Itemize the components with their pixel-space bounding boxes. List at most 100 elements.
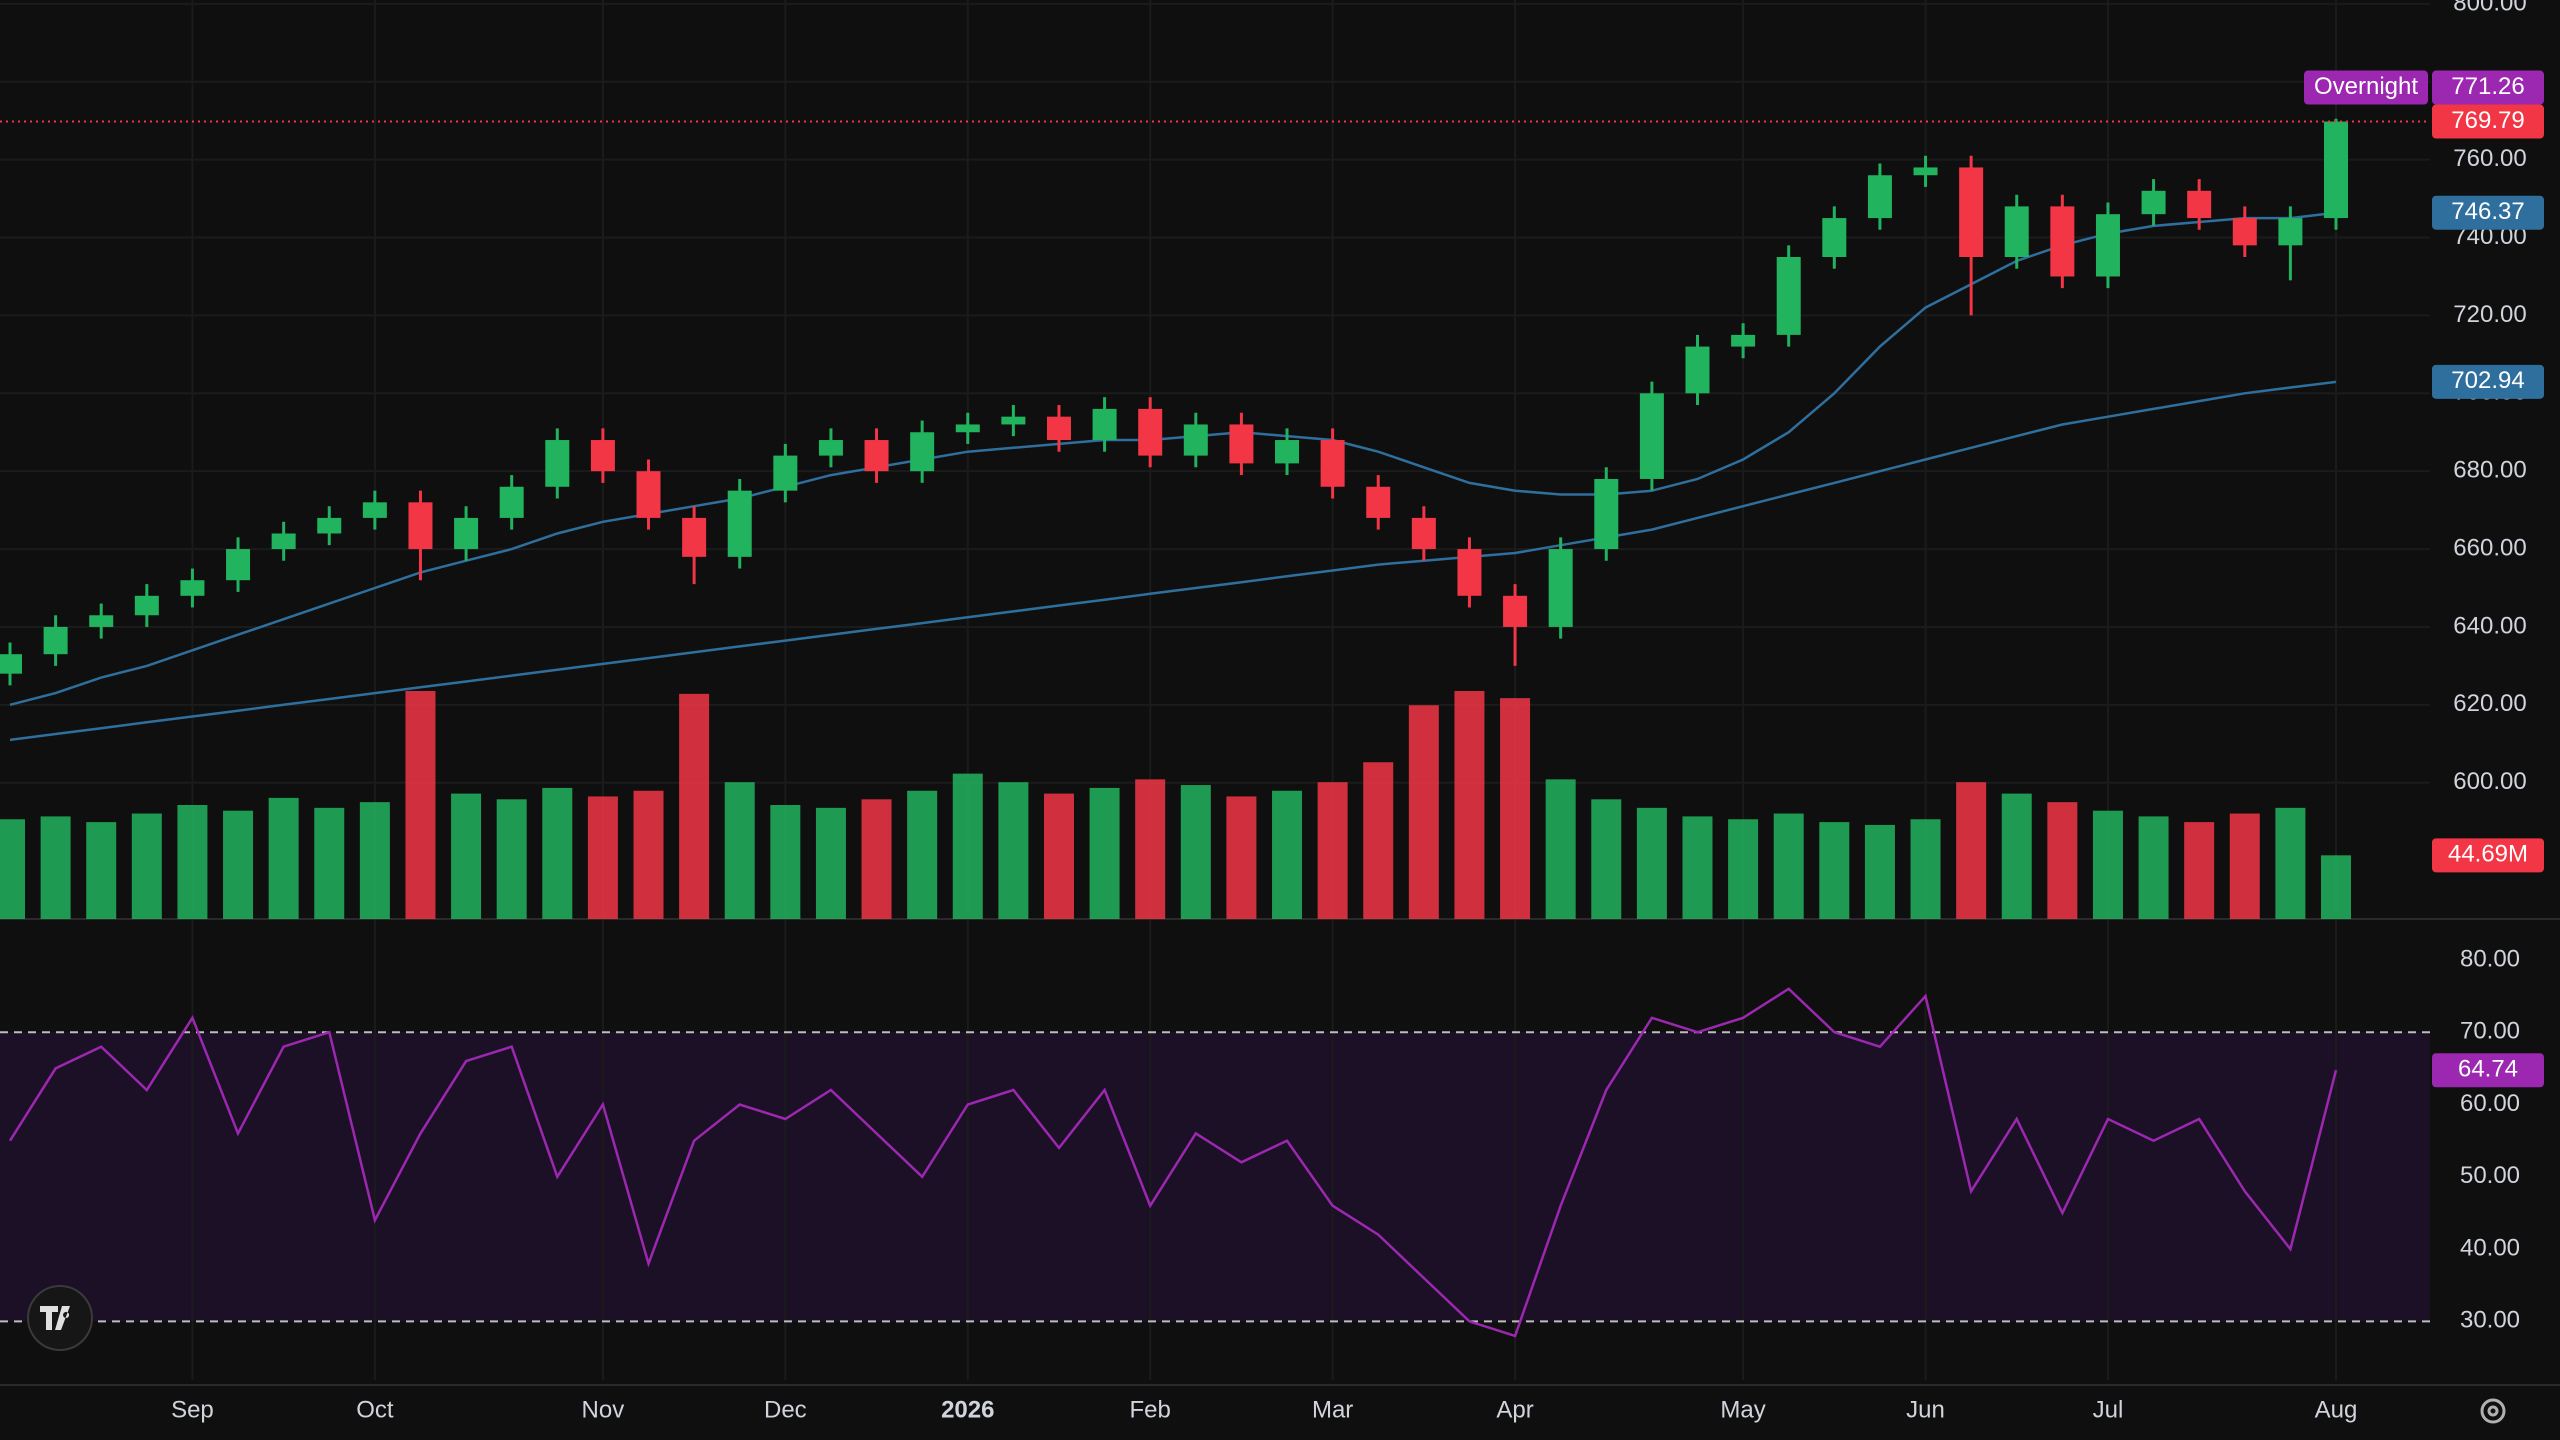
y-tick-label: 600.00 <box>2453 768 2526 795</box>
volume-bar <box>0 819 25 919</box>
y-tick-label: 620.00 <box>2453 690 2526 717</box>
x-tick-label: Nov <box>582 1396 625 1423</box>
candle-body <box>2050 206 2075 277</box>
volume-bar <box>1728 819 1759 919</box>
y-tick-label: 800.00 <box>2453 0 2526 16</box>
volume-bar <box>1773 813 1804 919</box>
volume-bar <box>223 810 254 919</box>
y-tick-label: 680.00 <box>2453 457 2526 484</box>
volume-bar <box>1363 762 1394 919</box>
x-tick-label: Jul <box>2093 1396 2124 1423</box>
candle-body <box>499 486 524 518</box>
candle-body <box>2141 190 2166 215</box>
candle-body <box>727 490 752 557</box>
candle-body <box>43 626 68 655</box>
x-tick-label: May <box>1720 1396 1765 1423</box>
volume-bar <box>1135 779 1166 919</box>
candle-body <box>910 432 935 472</box>
candle-body <box>636 471 661 518</box>
volume-bar <box>451 793 482 919</box>
gear-hub <box>2487 1405 2499 1417</box>
moving-average-badge: 746.37 <box>2451 198 2524 225</box>
x-tick-label: 2026 <box>941 1396 994 1423</box>
candle-body <box>955 424 980 433</box>
rsi-line <box>8 987 2338 1338</box>
tradingview-logo[interactable] <box>27 1285 93 1351</box>
candle-body <box>1503 595 1528 627</box>
candle-body <box>1959 167 1984 258</box>
candle-body <box>682 517 707 557</box>
moving-average-line <box>9 211 2337 707</box>
volume-bar <box>1454 691 1485 919</box>
volume-bar <box>405 691 436 919</box>
candle-body <box>1229 424 1254 464</box>
rsi-tick-label: 80.00 <box>2460 945 2520 972</box>
candle-body <box>2232 218 2257 246</box>
volume-bar <box>2001 793 2032 919</box>
candle-body <box>89 615 114 627</box>
candle-body <box>1001 416 1026 425</box>
candle-body <box>773 455 798 491</box>
candle-body <box>317 517 342 534</box>
candle-body <box>1913 167 1938 176</box>
rsi-tick-label: 50.00 <box>2460 1162 2520 1189</box>
volume-bar <box>2184 822 2215 919</box>
x-tick-label: Sep <box>171 1396 214 1423</box>
moving-average-badge-bg <box>2432 195 2544 230</box>
volume-bar <box>268 797 299 919</box>
logo-glyph <box>40 1306 70 1330</box>
volume-bar <box>907 790 938 919</box>
volume-bar <box>131 813 162 919</box>
last-price-badge: 769.79 <box>2451 107 2524 134</box>
candle-body <box>1275 440 1300 464</box>
volume-bar <box>679 693 710 919</box>
settings-button[interactable] <box>2480 1398 2506 1424</box>
volume-bar <box>1682 816 1713 919</box>
volume-bar <box>1226 796 1257 919</box>
candle-body <box>134 595 159 616</box>
volume-bar <box>724 782 755 919</box>
candle-body <box>408 502 433 550</box>
volume-bar <box>177 805 208 919</box>
candle-body <box>1685 346 1710 394</box>
candle-body <box>1594 478 1619 550</box>
volume-bar <box>86 822 117 919</box>
candle-body <box>1092 408 1117 441</box>
candle-body <box>454 517 479 550</box>
last-price-badge-bg <box>2432 104 2544 139</box>
volume-badge: 44.69M <box>2448 841 2528 868</box>
rsi-badge-bg <box>2432 1053 2544 1088</box>
candle-body <box>1867 175 1892 219</box>
candle-body <box>2187 190 2212 219</box>
candle-body <box>1320 440 1345 487</box>
volume-bar <box>1591 799 1622 919</box>
volume-bar <box>1180 785 1211 919</box>
volume-bar <box>998 782 1029 919</box>
candle-body <box>0 654 22 674</box>
overnight-label-badge: Overnight <box>2314 73 2418 100</box>
candle-body <box>2095 214 2120 277</box>
candle-body <box>226 549 251 581</box>
volume-bar <box>815 807 846 919</box>
volume-bar <box>359 802 390 919</box>
candle-body <box>1183 424 1208 456</box>
rsi-tick-label: 70.00 <box>2460 1018 2520 1045</box>
volume-bar <box>2229 813 2260 919</box>
volume-bar <box>496 799 527 919</box>
volume-bar <box>1043 793 1074 919</box>
volume-bar <box>1089 787 1120 919</box>
volume-bar <box>1864 824 1895 919</box>
candle-body <box>180 580 205 596</box>
volume-bar <box>1636 807 1667 919</box>
candle-body <box>362 502 387 518</box>
moving-average-line <box>9 380 2337 742</box>
rsi-tick-label: 60.00 <box>2460 1090 2520 1117</box>
x-tick-label: Mar <box>1312 1396 1353 1423</box>
rsi-band-fill <box>0 1032 2430 1322</box>
candle-body <box>1822 218 1847 258</box>
overnight-label-badge-bg <box>2304 70 2428 105</box>
y-tick-label: 760.00 <box>2453 145 2526 172</box>
candle-body <box>818 440 843 456</box>
volume-bar <box>2047 802 2078 919</box>
